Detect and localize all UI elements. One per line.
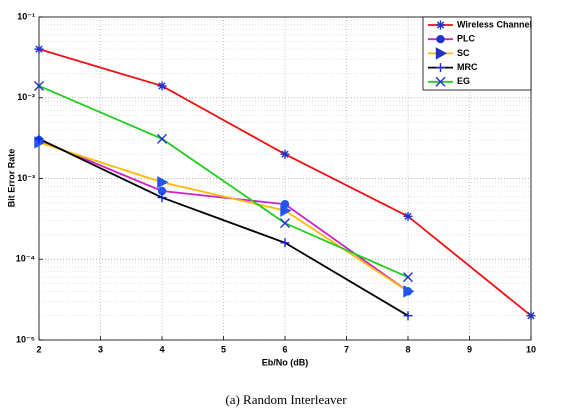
legend-label: EG	[457, 76, 470, 86]
marker	[403, 211, 413, 221]
marker	[157, 176, 169, 189]
y-tick-label: 10⁻²	[17, 92, 35, 102]
x-tick-label: 2	[36, 344, 41, 354]
x-tick-label: 5	[221, 344, 226, 354]
y-tick-label: 10⁻¹	[17, 11, 35, 21]
series-line	[38, 139, 409, 293]
marker	[280, 204, 292, 217]
marker	[436, 63, 445, 73]
marker	[280, 238, 290, 248]
marker	[435, 47, 447, 60]
x-tick-label: 6	[282, 344, 287, 354]
x-tick-label: 3	[98, 344, 103, 354]
y-tick-label: 10⁻⁴	[16, 254, 35, 264]
marker	[280, 218, 290, 229]
marker	[435, 76, 446, 87]
x-axis-label: Eb/No (dB)	[262, 357, 309, 367]
x-tick-label: 8	[405, 344, 410, 354]
x-tick-label: 10	[526, 344, 536, 354]
marker	[34, 134, 44, 144]
legend-label: PLC	[457, 34, 476, 44]
caption: (a) Random Interleaver	[225, 392, 347, 407]
marker	[436, 20, 445, 30]
marker	[403, 285, 415, 298]
legend-label: Wireless Channel	[457, 19, 532, 29]
x-tick-label: 7	[344, 344, 349, 354]
y-axis-label: Bit Error Rate	[6, 149, 16, 208]
series-line	[38, 85, 409, 278]
marker	[34, 80, 44, 91]
series-line	[38, 138, 409, 317]
x-tick-label: 9	[467, 344, 472, 354]
marker	[403, 272, 413, 283]
marker	[157, 81, 167, 91]
marker	[403, 311, 413, 321]
legend-label: MRC	[457, 62, 478, 72]
y-tick-label: 10⁻³	[17, 173, 35, 183]
y-tick-label: 10⁻⁵	[16, 334, 35, 344]
x-tick-label: 4	[159, 344, 164, 354]
marker	[436, 35, 445, 44]
marker	[526, 311, 536, 321]
marker	[280, 149, 290, 159]
marker	[157, 193, 167, 203]
marker	[34, 44, 44, 54]
legend-label: SC	[457, 48, 470, 58]
marker	[157, 133, 167, 144]
